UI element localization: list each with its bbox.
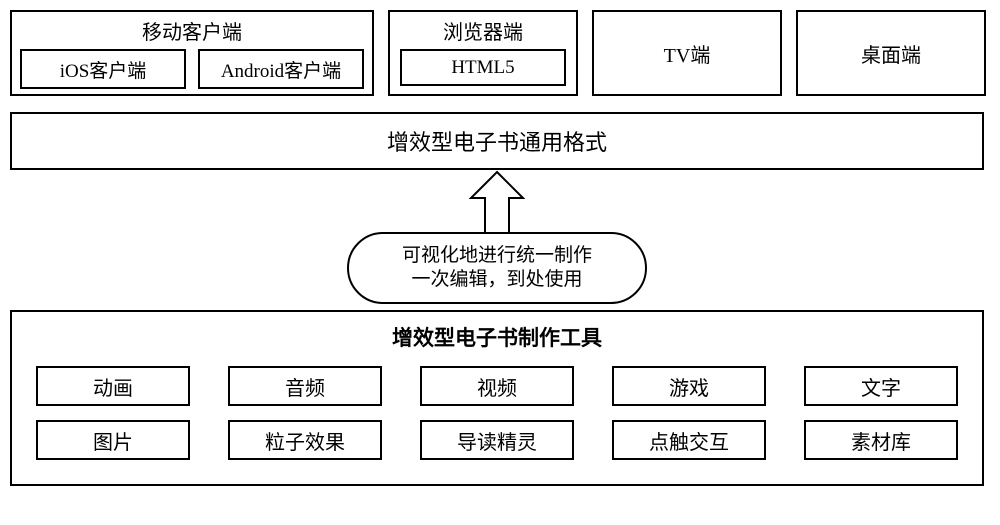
oval-line1: 可视化地进行统一制作 <box>402 244 592 268</box>
tool-guide: 导读精灵 <box>420 420 574 460</box>
universal-format-bar: 增效型电子书通用格式 <box>10 112 984 170</box>
ios-client-box: iOS客户端 <box>20 49 186 89</box>
tv-client-box: TV端 <box>592 10 782 96</box>
arrow-stage: 可视化地进行统一制作 一次编辑，到处使用 <box>10 170 984 310</box>
tool-touch: 点触交互 <box>612 420 766 460</box>
html5-box: HTML5 <box>400 49 566 86</box>
tool-image: 图片 <box>36 420 190 460</box>
up-arrow-icon <box>467 168 527 238</box>
tool-audio: 音频 <box>228 366 382 406</box>
android-client-box: Android客户端 <box>198 49 364 89</box>
tool-particles: 粒子效果 <box>228 420 382 460</box>
desktop-client-box: 桌面端 <box>796 10 986 96</box>
tool-assets: 素材库 <box>804 420 958 460</box>
tools-panel-title: 增效型电子书制作工具 <box>36 322 958 352</box>
tool-animation: 动画 <box>36 366 190 406</box>
browser-client-box: 浏览器端 HTML5 <box>388 10 578 96</box>
browser-client-title: 浏览器端 <box>443 16 523 45</box>
tool-text: 文字 <box>804 366 958 406</box>
mobile-subclients: iOS客户端 Android客户端 <box>20 49 364 89</box>
mobile-client-box: 移动客户端 iOS客户端 Android客户端 <box>10 10 374 96</box>
mobile-client-title: 移动客户端 <box>142 16 242 45</box>
tool-game: 游戏 <box>612 366 766 406</box>
tools-panel: 增效型电子书制作工具 动画 音频 视频 游戏 文字 图片 粒子效果 导读精灵 点… <box>10 310 984 486</box>
tool-video: 视频 <box>420 366 574 406</box>
client-platforms-row: 移动客户端 iOS客户端 Android客户端 浏览器端 HTML5 TV端 桌… <box>10 10 990 96</box>
visual-editing-oval: 可视化地进行统一制作 一次编辑，到处使用 <box>347 232 647 304</box>
tools-row-1: 动画 音频 视频 游戏 文字 <box>36 366 958 406</box>
tools-row-2: 图片 粒子效果 导读精灵 点触交互 素材库 <box>36 420 958 460</box>
oval-line2: 一次编辑，到处使用 <box>411 268 582 292</box>
